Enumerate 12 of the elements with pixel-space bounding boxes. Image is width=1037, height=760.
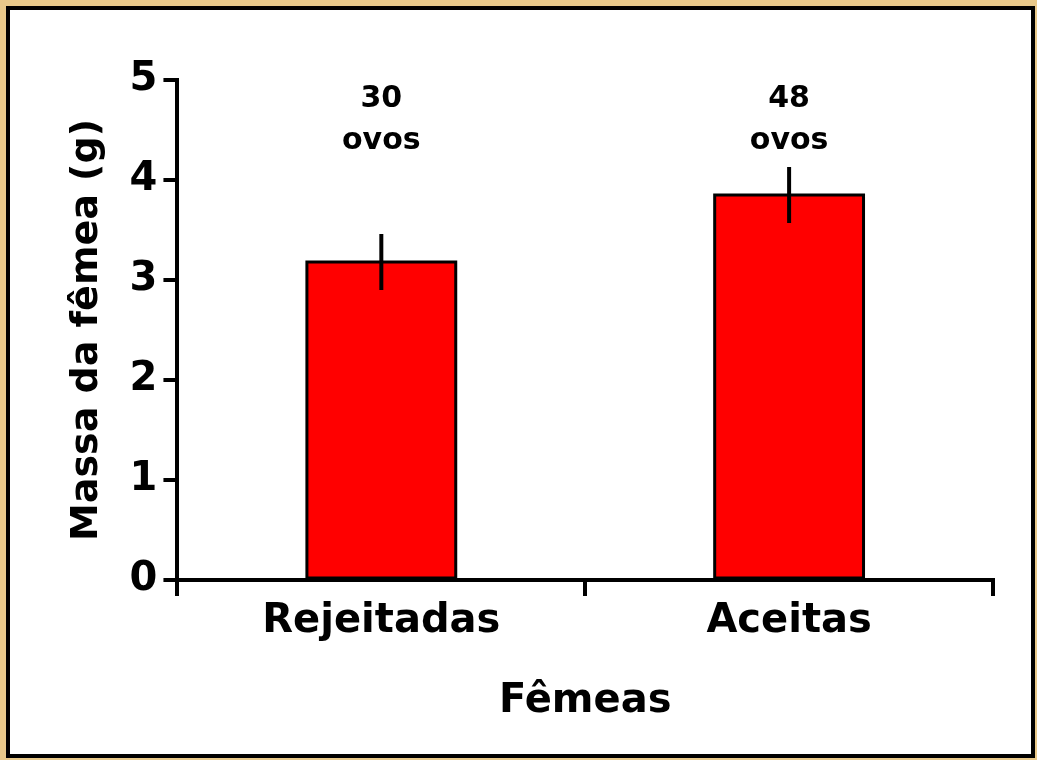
- y-tick-label: 0: [129, 553, 158, 600]
- x-tick-label: Rejeitadas: [262, 595, 501, 642]
- y-tick-label: 3: [129, 253, 158, 300]
- y-tick-label: 1: [129, 453, 158, 500]
- y-tick-label: 2: [129, 353, 158, 400]
- annotation: 30 ovos: [342, 78, 421, 156]
- x-axis-title: Fêmeas: [498, 675, 672, 722]
- y-tick-label: 5: [129, 53, 158, 100]
- x-tick-label: Aceitas: [706, 595, 872, 642]
- annotation: 48 ovos: [749, 78, 829, 156]
- y-tick-label: 4: [129, 153, 158, 200]
- y-axis-title: Massa da fêmea (g): [61, 118, 106, 542]
